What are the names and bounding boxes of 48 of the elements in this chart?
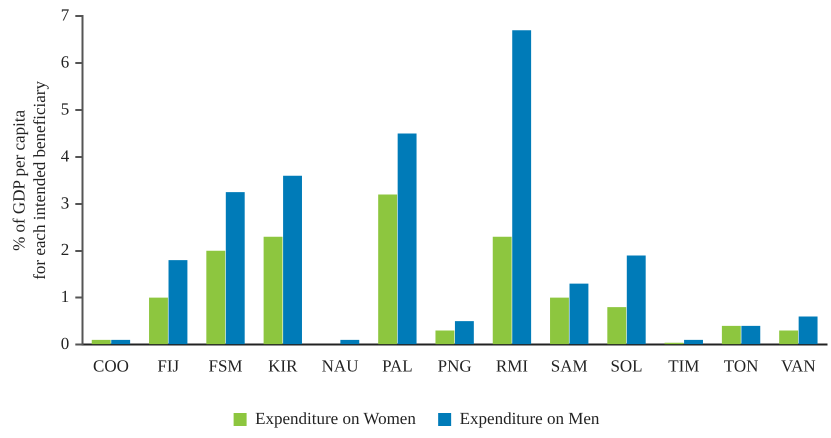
x-tick-label: TON xyxy=(724,356,758,376)
y-tick-label: 3 xyxy=(60,193,70,212)
x-tick-label: RMI xyxy=(496,356,528,376)
y-tick-label: 6 xyxy=(60,52,70,72)
x-tick-label: FSM xyxy=(208,356,243,376)
bar xyxy=(570,284,588,344)
y-tick-label: 7 xyxy=(60,6,70,25)
y-tick-label: 0 xyxy=(60,334,70,354)
x-tick-label: SOL xyxy=(610,356,643,376)
x-tick-label: KIR xyxy=(268,356,298,376)
bar xyxy=(378,194,398,344)
bar xyxy=(111,340,130,344)
bar xyxy=(607,307,626,344)
bar xyxy=(92,340,111,344)
legend-label: Expenditure on Men xyxy=(460,408,600,428)
bar xyxy=(626,255,646,344)
bar xyxy=(454,321,474,344)
bar xyxy=(226,192,245,344)
x-tick-label: NAU xyxy=(322,356,359,376)
x-tick-label: VAN xyxy=(781,356,816,376)
x-tick-label: COO xyxy=(92,356,129,376)
bar xyxy=(398,133,417,344)
bar xyxy=(149,298,168,344)
y-tick-label: 4 xyxy=(60,146,70,166)
bar xyxy=(435,330,454,344)
bar xyxy=(340,340,360,344)
bar xyxy=(264,236,283,344)
bar xyxy=(283,176,302,344)
x-tick-label: FIJ xyxy=(157,356,180,376)
bar xyxy=(492,236,512,344)
y-tick-label: 1 xyxy=(60,287,70,306)
x-tick-label: SAM xyxy=(550,356,588,376)
bar xyxy=(741,326,760,344)
y-tick-label: 5 xyxy=(60,99,70,118)
bar xyxy=(798,316,818,344)
legend-label: Expenditure on Women xyxy=(255,408,416,428)
bar xyxy=(722,326,741,344)
x-tick-label: TIM xyxy=(668,356,700,376)
y-axis-title: % of GDP per capita for each intended beneficiary xyxy=(10,80,50,280)
bar xyxy=(206,250,226,344)
y-tick-label: 2 xyxy=(60,240,70,260)
bar xyxy=(550,298,569,344)
bar xyxy=(684,340,703,344)
bar xyxy=(779,330,798,344)
bar xyxy=(168,260,188,344)
x-tick-label: PAL xyxy=(382,356,413,376)
bar xyxy=(512,30,532,344)
x-tick-label: PNG xyxy=(438,356,472,376)
